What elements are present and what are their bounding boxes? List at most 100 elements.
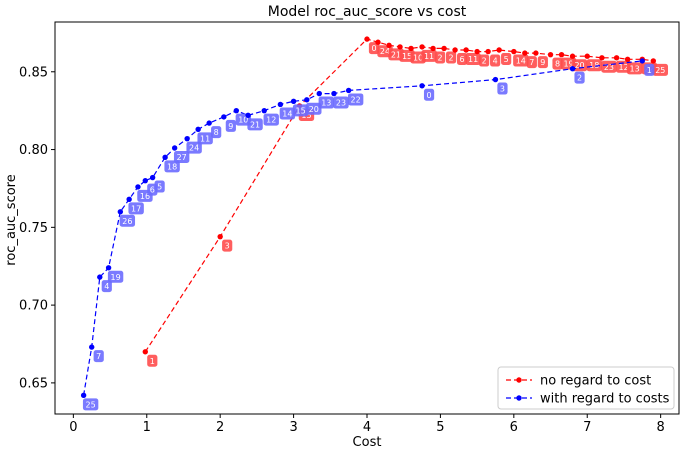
point-label: 13 xyxy=(630,64,640,73)
chart-title: Model roc_auc_score vs cost xyxy=(268,4,467,20)
point-label-box xyxy=(222,239,233,252)
point-label-box xyxy=(497,82,508,95)
point-label-box xyxy=(368,42,380,55)
data-point xyxy=(261,107,267,114)
point-label: 3 xyxy=(500,85,505,94)
data-point xyxy=(206,120,212,126)
data-point xyxy=(613,55,620,61)
data-point xyxy=(386,42,392,49)
point-label-box xyxy=(101,280,112,293)
data-point xyxy=(397,44,403,50)
y-axis: 0.65 0.70 0.75 0.80 0.85 xyxy=(19,65,55,391)
point-label-box xyxy=(347,93,364,106)
point-label: 27 xyxy=(177,153,187,162)
point-label: 19 xyxy=(563,60,573,69)
point-label: 7 xyxy=(529,58,534,67)
x-tick-label: 5 xyxy=(436,420,444,435)
legend-swatch-marker xyxy=(516,377,522,383)
data-point xyxy=(233,107,240,114)
point-label: 20 xyxy=(309,105,319,114)
legend-label: with regard to costs xyxy=(540,392,670,407)
point-label: 0 xyxy=(371,44,376,53)
data-point xyxy=(441,45,447,52)
point-label: 4 xyxy=(493,57,498,66)
data-point xyxy=(316,90,322,97)
x-tick-label: 3 xyxy=(289,420,297,435)
data-point xyxy=(171,145,178,151)
data-point xyxy=(142,177,148,184)
point-label-box xyxy=(318,96,334,109)
x-tick-label: 7 xyxy=(583,420,591,435)
data-point xyxy=(419,83,425,89)
point-label-box xyxy=(128,202,144,215)
legend-label: no regard to cost xyxy=(540,374,651,389)
point-label: 14 xyxy=(516,57,526,66)
point-label: 17 xyxy=(131,204,141,213)
legend-swatch-marker xyxy=(516,395,522,401)
data-point xyxy=(624,56,631,63)
point-label-box xyxy=(93,350,104,363)
point-label-box xyxy=(333,96,349,109)
point-label: 2 xyxy=(438,53,443,62)
data-point xyxy=(474,48,480,55)
point-label-box xyxy=(247,118,263,131)
series-line xyxy=(144,38,654,353)
series-line xyxy=(83,60,643,396)
data-point xyxy=(485,48,491,55)
data-point xyxy=(463,47,469,53)
data-point xyxy=(97,274,103,280)
data-point xyxy=(89,344,95,350)
point-label-box xyxy=(211,126,222,139)
point-label: 11 xyxy=(200,134,210,143)
data-point xyxy=(375,39,381,45)
point-label-box xyxy=(586,59,602,72)
point-label: 2 xyxy=(482,57,487,66)
point-label: 8 xyxy=(214,128,219,137)
point-label: 7 xyxy=(96,352,101,361)
x-tick-label: 2 xyxy=(216,420,224,435)
data-point xyxy=(547,51,554,58)
data-point xyxy=(149,174,156,181)
data-point xyxy=(452,47,458,53)
point-label: 12 xyxy=(266,116,276,125)
point-label: 4 xyxy=(104,282,109,291)
point-label-box xyxy=(465,53,481,65)
point-label-box xyxy=(479,54,490,67)
data-point xyxy=(105,265,112,271)
point-label-box xyxy=(263,113,279,126)
plot-area: 1315024211510112261124514798192018231213… xyxy=(80,36,669,411)
data-point xyxy=(511,48,517,55)
point-label: 20 xyxy=(574,61,584,70)
point-label-box xyxy=(644,63,655,76)
point-label: 14 xyxy=(282,109,292,118)
data-point xyxy=(558,51,565,58)
y-tick-label: 0.70 xyxy=(19,299,48,314)
data-point xyxy=(430,45,436,52)
point-label-box xyxy=(434,51,446,64)
x-tick-label: 1 xyxy=(143,420,151,435)
point-label-box xyxy=(292,104,309,117)
point-label: 25 xyxy=(655,66,665,75)
y-tick-label: 0.80 xyxy=(19,143,48,158)
point-label: 10 xyxy=(413,53,423,62)
point-label-box xyxy=(652,63,669,76)
data-point xyxy=(304,97,310,103)
data-point xyxy=(221,114,227,120)
data-point xyxy=(408,45,414,52)
point-label: 2 xyxy=(449,53,454,62)
data-point xyxy=(599,55,605,61)
point-label: 3 xyxy=(225,242,230,251)
point-label-box xyxy=(173,151,190,163)
x-tick-label: 6 xyxy=(510,420,518,435)
point-label: 2 xyxy=(577,74,582,83)
x-tick-label: 8 xyxy=(657,420,665,435)
point-label-box xyxy=(164,160,180,173)
y-axis-title: roc_auc_score xyxy=(4,174,19,265)
point-label: 21 xyxy=(250,120,260,129)
point-label-box xyxy=(186,141,202,154)
data-point xyxy=(569,53,576,59)
point-label-box xyxy=(154,180,165,193)
data-point xyxy=(184,135,190,142)
